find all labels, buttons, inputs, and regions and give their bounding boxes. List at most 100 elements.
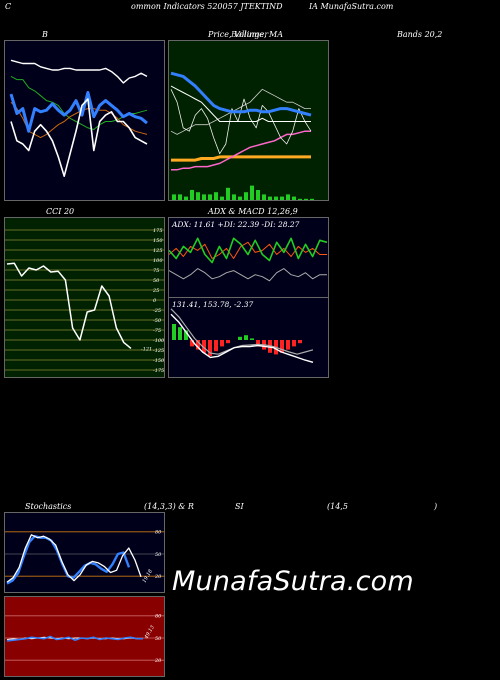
stoch-d-line bbox=[6, 535, 131, 585]
macd-histogram-bar bbox=[190, 340, 194, 347]
header-left: C bbox=[5, 2, 12, 11]
macd-histogram-bar bbox=[298, 340, 302, 344]
macd-histogram-bar bbox=[292, 340, 296, 347]
volume-bar bbox=[292, 196, 296, 200]
minus-di-line bbox=[169, 241, 327, 259]
stochastics-panel: 80 50 20 19.18 bbox=[4, 512, 165, 593]
macd-histogram-bar bbox=[280, 340, 284, 353]
cci-tick-label: -75 bbox=[153, 328, 161, 334]
stoch-title-a: Stochastics bbox=[25, 502, 72, 511]
stoch-tick-label: 80 bbox=[155, 530, 162, 536]
ma-long-line bbox=[171, 155, 311, 162]
adx-macd-title: ADX & MACD 12,26,9 bbox=[208, 207, 298, 216]
volume-bar bbox=[184, 196, 188, 200]
bollinger-chart bbox=[9, 59, 148, 177]
volume-bar bbox=[310, 198, 314, 200]
stoch-title-b: (14,3,3) & R bbox=[144, 502, 194, 511]
header-right: IA MunafaSutra.com bbox=[309, 2, 394, 11]
macd-histogram-bar bbox=[244, 335, 248, 340]
cci-tick-label: 75 bbox=[153, 268, 159, 274]
macd-panel bbox=[168, 297, 329, 378]
cci-tick-label: 50 bbox=[153, 278, 160, 284]
macd-chart bbox=[170, 308, 314, 363]
volume-bar bbox=[256, 190, 260, 200]
macd-histogram-bar bbox=[214, 340, 218, 352]
rsi-tick-label: 20 bbox=[154, 658, 162, 664]
volume-bar bbox=[172, 194, 176, 200]
bands-title: Bands 20,2 bbox=[397, 30, 443, 39]
cci-title: CCI 20 bbox=[46, 207, 75, 216]
ma-20-line bbox=[170, 71, 312, 117]
cci-tick-label: -25 bbox=[153, 308, 161, 314]
volume-bar bbox=[274, 196, 278, 200]
cci-chart: 175 150 125 100 75 50 25 0 -25 -50 -75 -100 -125 -150… bbox=[5, 228, 165, 374]
macd-histogram-bar bbox=[250, 338, 254, 340]
macd-label: 131.41, 153.78, -2.37 bbox=[172, 300, 254, 309]
macd-line bbox=[170, 313, 314, 363]
volume-bar bbox=[250, 185, 254, 200]
volume-bar bbox=[226, 187, 230, 200]
volume-bar bbox=[214, 192, 218, 200]
volume-bar bbox=[202, 194, 206, 200]
rsi-panel: 80 50 20 49.13 bbox=[4, 596, 165, 677]
macd-histogram-bar bbox=[286, 340, 290, 350]
bollinger-title: B bbox=[42, 30, 48, 39]
rsi-line bbox=[6, 635, 143, 642]
volume-bar bbox=[262, 194, 266, 200]
cci-tick-label: -125 bbox=[153, 348, 164, 354]
volume-bar bbox=[280, 196, 284, 200]
volume-bar bbox=[190, 190, 194, 200]
cci-value-label: -121 bbox=[141, 346, 152, 352]
ma-5-line bbox=[170, 85, 311, 122]
macd-histogram-bar bbox=[196, 340, 200, 350]
macd-signal-line bbox=[170, 308, 314, 355]
cci-tick-label: 25 bbox=[152, 288, 159, 294]
bollinger-middle-band bbox=[9, 91, 148, 133]
cci-tick-label: 125 bbox=[153, 248, 163, 254]
volume-bar bbox=[238, 196, 242, 200]
price-title: Price, Volume, MA bbox=[208, 30, 284, 39]
volume-bar bbox=[304, 198, 308, 200]
ma-mid-line bbox=[171, 130, 311, 171]
price-chart bbox=[170, 71, 314, 200]
macd-histogram-bar bbox=[256, 340, 260, 347]
cci-tick-label: 175 bbox=[153, 228, 163, 234]
adx-label: ADX: 11.61 +DI: 22.39 -DI: 28.27 bbox=[172, 220, 300, 229]
stoch-k-line bbox=[6, 534, 142, 583]
volume-bar bbox=[286, 194, 290, 200]
bollinger-panel bbox=[4, 40, 165, 201]
macd-histogram-bar bbox=[184, 330, 188, 340]
volume-bar bbox=[268, 196, 272, 200]
volume-bar bbox=[298, 198, 302, 200]
adx-panel bbox=[168, 217, 329, 298]
macd-histogram-bar bbox=[178, 327, 182, 340]
header-middle: ommon Indicators 520057 JTEKTIND bbox=[131, 2, 283, 11]
stoch-tick-label: 50 bbox=[155, 552, 162, 558]
cci-tick-label: -100 bbox=[153, 338, 165, 344]
cci-tick-label: -150 bbox=[153, 358, 165, 364]
stoch-tick-label: 20 bbox=[154, 574, 162, 580]
rsi-tick-label: 50 bbox=[155, 636, 162, 642]
adx-chart bbox=[169, 237, 328, 282]
adx-line bbox=[169, 268, 327, 282]
cci-tick-label: 100 bbox=[153, 258, 163, 264]
watermark: MunafaSutra.com bbox=[172, 566, 414, 597]
volume-bar bbox=[244, 192, 248, 200]
price-title-overlap: Bollinger bbox=[231, 30, 269, 39]
cci-tick-label: -50 bbox=[153, 318, 162, 324]
ma-short-line bbox=[170, 88, 311, 135]
rsi-value-label: 49.13 bbox=[143, 625, 156, 641]
price-line bbox=[10, 98, 148, 177]
macd-histogram-bar bbox=[238, 336, 242, 340]
volume-bar bbox=[208, 194, 212, 200]
stoch-title-c: SI bbox=[235, 502, 244, 511]
cci-tick-label: 0 bbox=[153, 298, 157, 304]
price-line bbox=[170, 89, 312, 155]
cci-tick-label: 150 bbox=[153, 238, 163, 244]
rsi-tick-label: 80 bbox=[155, 614, 162, 620]
stoch-title-d: (14,5 bbox=[327, 502, 348, 511]
cci-line bbox=[6, 262, 132, 349]
cci-panel: 175 150 125 100 75 50 25 0 -25 -50 -75 -100 -125 -150… bbox=[4, 217, 165, 378]
macd-histogram-bar bbox=[226, 340, 230, 344]
